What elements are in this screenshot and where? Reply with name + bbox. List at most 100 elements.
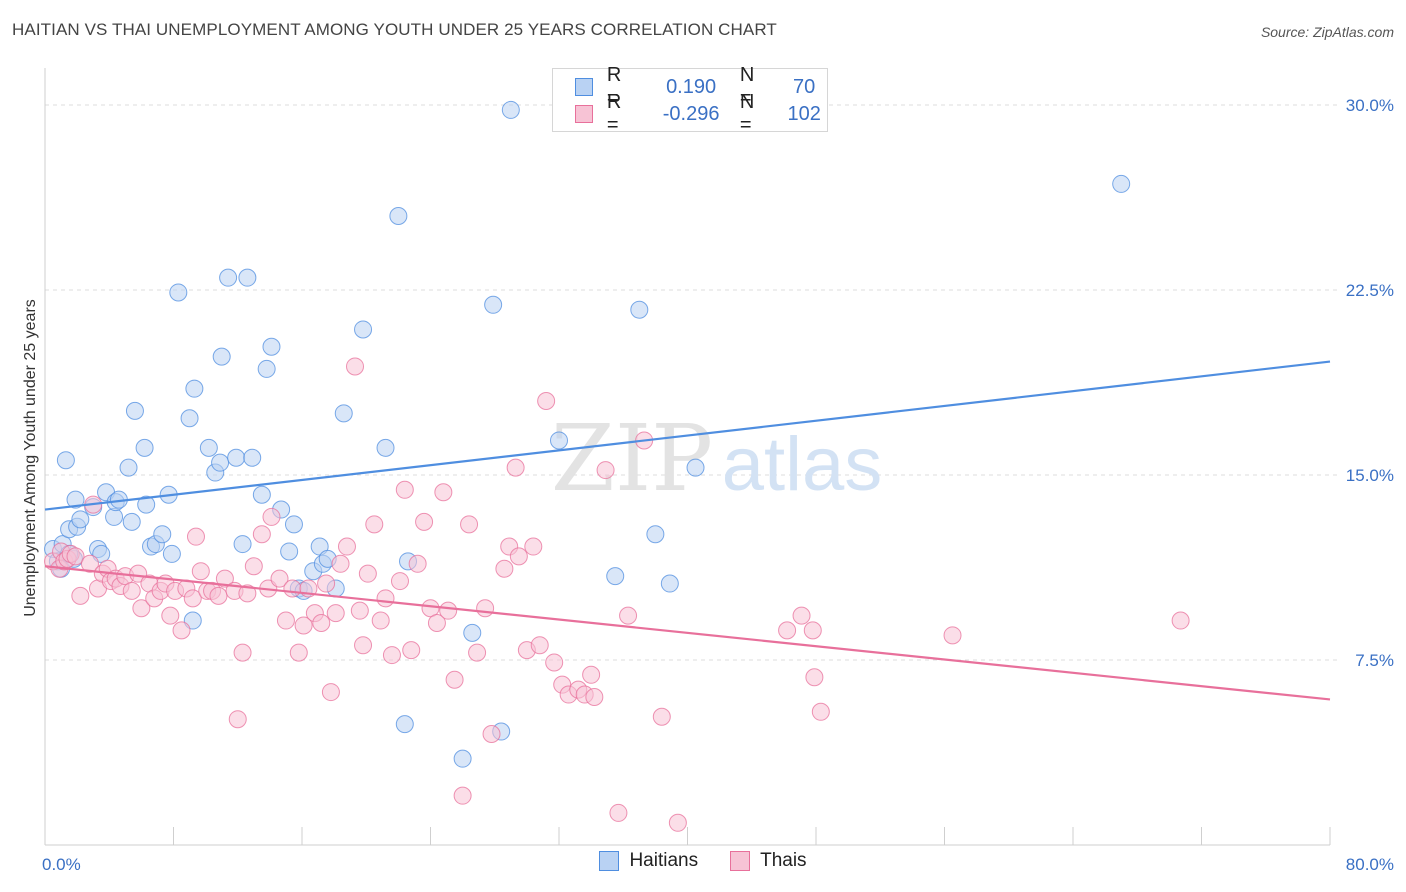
thai-point bbox=[652, 707, 671, 726]
thai-point bbox=[668, 813, 687, 832]
thai-point bbox=[382, 646, 401, 665]
thai-point bbox=[495, 559, 514, 578]
thai-point bbox=[408, 554, 427, 573]
stats-row-haitians: R = 0.190 N = 70 bbox=[575, 64, 827, 109]
haitian-point bbox=[211, 453, 230, 472]
thai-point bbox=[582, 665, 601, 684]
thai-point bbox=[276, 611, 295, 630]
haitian-point bbox=[606, 567, 625, 586]
y-axis-label: Unemployment Among Youth under 25 years bbox=[22, 299, 39, 617]
thais-trend-line bbox=[44, 565, 1331, 701]
thai-point bbox=[244, 557, 263, 576]
haitian-point bbox=[686, 458, 705, 477]
haitian-point bbox=[501, 100, 520, 119]
thai-point bbox=[252, 525, 271, 544]
thai-point bbox=[371, 611, 390, 630]
thai-point bbox=[321, 683, 340, 702]
series-legend: Haitians Thais bbox=[0, 850, 1406, 872]
thai-point bbox=[209, 586, 228, 605]
thai-point bbox=[376, 589, 395, 608]
thai-point bbox=[350, 601, 369, 620]
y-tick-label: 22.5% bbox=[1346, 281, 1394, 300]
thai-point bbox=[132, 599, 151, 618]
thai-point bbox=[191, 562, 210, 581]
thai-point bbox=[476, 599, 495, 618]
thai-point bbox=[943, 626, 962, 645]
haitian-point bbox=[354, 320, 373, 339]
thai-point bbox=[803, 621, 822, 640]
thai-point bbox=[506, 458, 525, 477]
thais-points bbox=[44, 357, 1190, 832]
thai-point bbox=[161, 606, 180, 625]
haitian-point bbox=[262, 337, 281, 356]
haitian-point bbox=[135, 438, 154, 457]
n-label: N = bbox=[739, 91, 755, 136]
thai-point bbox=[619, 606, 638, 625]
thai-point bbox=[453, 786, 472, 805]
haitian-point bbox=[484, 295, 503, 314]
thai-point bbox=[482, 725, 501, 743]
thai-point bbox=[215, 569, 234, 588]
thai-point bbox=[792, 606, 811, 625]
axes bbox=[44, 68, 1331, 846]
thai-point bbox=[289, 643, 308, 662]
thai-point bbox=[524, 537, 543, 556]
haitian-point bbox=[1112, 174, 1131, 193]
legend-item-thais[interactable]: Thais bbox=[730, 850, 807, 872]
haitians-trend-line bbox=[44, 360, 1331, 511]
r-label: R = bbox=[606, 64, 622, 109]
haitian-point bbox=[199, 438, 218, 457]
haitian-point bbox=[119, 458, 138, 477]
y-tick-label: 30.0% bbox=[1346, 96, 1394, 115]
haitian-point bbox=[153, 525, 172, 544]
haitian-point bbox=[169, 283, 188, 302]
thai-point bbox=[509, 547, 528, 566]
y-tick-label: 7.5% bbox=[1355, 651, 1394, 670]
thai-point bbox=[183, 589, 202, 608]
r-value: -0.296 bbox=[662, 102, 720, 125]
haitian-point bbox=[66, 490, 85, 509]
thai-point bbox=[233, 643, 252, 662]
haitian-point bbox=[243, 448, 262, 467]
haitian-point bbox=[137, 495, 156, 514]
legend-item-haitians[interactable]: Haitians bbox=[599, 850, 698, 872]
haitian-point bbox=[550, 431, 568, 450]
thai-point bbox=[439, 601, 458, 620]
trend-lines bbox=[44, 360, 1331, 701]
thai-point bbox=[312, 614, 331, 632]
haitian-point bbox=[395, 715, 414, 734]
thai-point bbox=[270, 569, 289, 588]
thai-point bbox=[609, 803, 628, 822]
haitian-point bbox=[233, 535, 252, 554]
n-value: 70 bbox=[793, 75, 816, 98]
haitians-legend-swatch bbox=[599, 851, 620, 871]
haitian-point bbox=[185, 379, 204, 398]
thai-point bbox=[434, 483, 453, 502]
thai-point bbox=[585, 688, 604, 706]
haitian-point bbox=[257, 359, 276, 378]
y-tick-label: 15.0% bbox=[1346, 466, 1394, 485]
thai-point bbox=[445, 670, 464, 689]
stats-legend: R = 0.190 N = 70 R = -0.296 N = 102 bbox=[552, 64, 828, 136]
thai-point bbox=[395, 480, 414, 499]
thai-point bbox=[596, 461, 615, 480]
n-value: 102 bbox=[787, 102, 821, 125]
haitian-point bbox=[219, 268, 238, 287]
thai-point bbox=[331, 554, 350, 573]
thai-point bbox=[337, 537, 356, 556]
thai-point bbox=[805, 668, 824, 687]
thai-point bbox=[460, 515, 479, 534]
legend-label-haitians: Haitians bbox=[629, 850, 699, 871]
thai-point bbox=[415, 512, 434, 531]
thais-legend-swatch bbox=[730, 851, 751, 871]
thai-point bbox=[537, 392, 556, 410]
haitian-point bbox=[238, 268, 257, 287]
tick-labels: 7.5% 15.0% 22.5% 30.0% 0.0% 80.0% bbox=[42, 96, 1394, 874]
haitian-point bbox=[212, 347, 231, 366]
thai-point bbox=[262, 507, 281, 526]
haitian-point bbox=[227, 448, 246, 467]
r-label: R = bbox=[606, 91, 622, 136]
haitian-point bbox=[122, 512, 141, 531]
watermark-zip: ZIP bbox=[551, 405, 713, 512]
